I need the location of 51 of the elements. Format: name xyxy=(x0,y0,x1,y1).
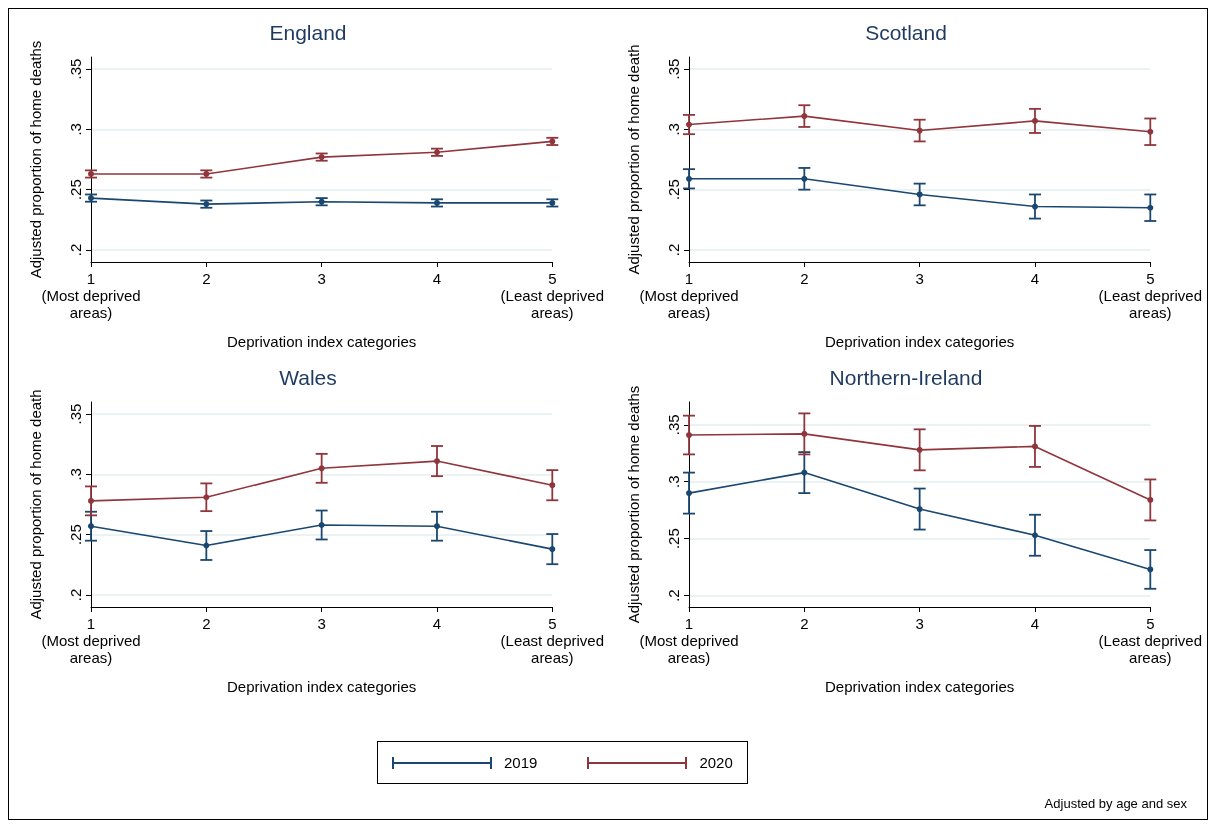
y-axis-title: Adjusted proportion of home deaths xyxy=(625,385,642,624)
chart-title: England xyxy=(269,21,347,44)
y-tick-label: .25 xyxy=(67,179,84,201)
x-axis-title: Deprivation index categories xyxy=(825,678,1015,695)
x-tick-label: 2 xyxy=(800,615,809,632)
x-tick-label: 2 xyxy=(202,270,211,287)
chart-title: Northern-Ireland xyxy=(829,366,983,389)
x-tick-label: 4 xyxy=(432,270,442,287)
legend-label: 2020 xyxy=(699,754,733,771)
x-tick-label: 3 xyxy=(915,615,924,632)
y-axis-title: Adjusted proportion of home death xyxy=(625,44,642,275)
y-tick-label: .35 xyxy=(665,58,682,80)
chart-title: Wales xyxy=(279,366,337,389)
y-axis-title: Adjusted proportion of home death xyxy=(27,389,44,620)
y-tick-label: .35 xyxy=(665,414,682,436)
x-tick-label: 1 (Most deprived areas) xyxy=(41,270,141,321)
x-tick-label: 2 xyxy=(800,270,809,287)
x-tick-label: 1 (Most deprived areas) xyxy=(639,270,739,321)
text: Adjusted by age and sex xyxy=(1044,796,1187,811)
x-tick-label: 1 (Most deprived areas) xyxy=(639,615,739,666)
y-tick-label: .2 xyxy=(665,243,682,257)
x-tick-label: 4 xyxy=(1030,615,1040,632)
x-axis-title: Deprivation index categories xyxy=(227,678,417,695)
y-tick-label: .2 xyxy=(67,243,84,257)
y-tick-label: .25 xyxy=(665,528,682,550)
y-tick-label: .3 xyxy=(67,123,84,136)
x-tick-label: 5 (Least deprived areas) xyxy=(1098,615,1203,666)
x-tick-label: 3 xyxy=(317,615,326,632)
x-tick-label: 2 xyxy=(202,615,211,632)
y-tick-label: .35 xyxy=(67,403,84,425)
x-tick-label: 5 (Least deprived areas) xyxy=(500,615,605,666)
x-tick-label: 3 xyxy=(915,270,924,287)
x-tick-label: 3 xyxy=(317,270,326,287)
y-tick-label: .25 xyxy=(665,179,682,201)
x-axis-title: Deprivation index categories xyxy=(227,333,417,350)
y-tick-label: .35 xyxy=(67,58,84,80)
y-tick-label: .25 xyxy=(67,524,84,546)
y-tick-label: .2 xyxy=(665,589,682,602)
y-tick-label: .3 xyxy=(665,475,682,488)
chart-title: Scotland xyxy=(865,21,947,44)
y-tick-label: .2 xyxy=(67,588,84,602)
x-tick-label: 4 xyxy=(432,615,442,632)
x-tick-label: 1 (Most deprived areas) xyxy=(41,615,141,666)
y-tick-label: .3 xyxy=(665,123,682,136)
x-tick-label: 5 (Least deprived areas) xyxy=(500,270,605,321)
y-tick-label: .3 xyxy=(67,468,84,481)
x-tick-label: 5 (Least deprived areas) xyxy=(1098,270,1203,321)
legend-label: 2019 xyxy=(504,754,538,771)
x-axis-title: Deprivation index categories xyxy=(825,333,1015,350)
y-axis-title: Adjusted proportion of home deaths xyxy=(27,40,44,279)
x-tick-label: 4 xyxy=(1030,270,1040,287)
